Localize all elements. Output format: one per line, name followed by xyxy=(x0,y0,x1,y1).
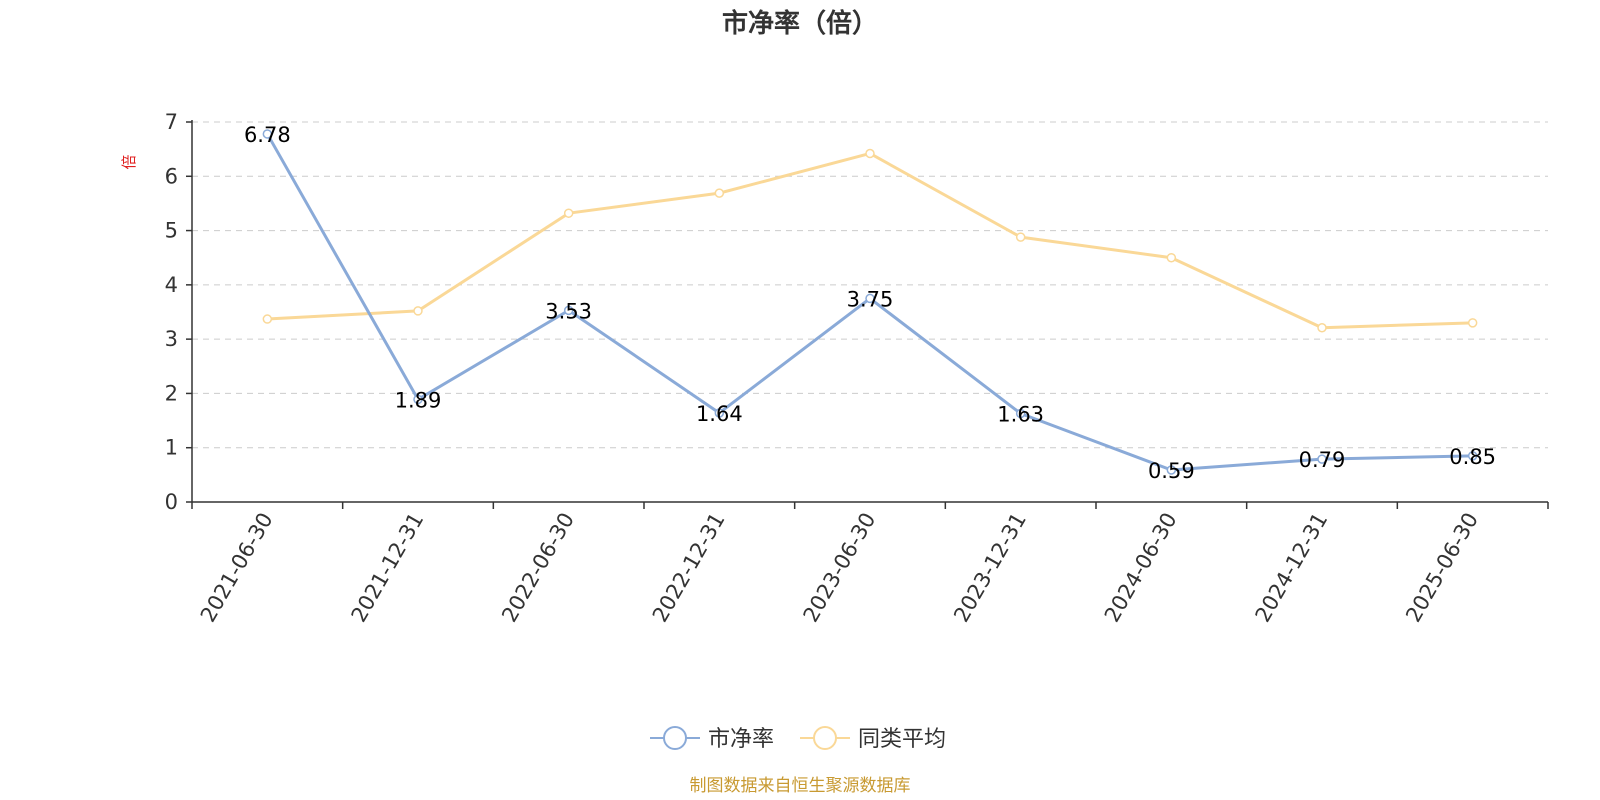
data-point xyxy=(413,306,423,316)
data-point xyxy=(714,408,725,418)
y-tick-label: 6 xyxy=(165,164,178,188)
axes: 0 1 2 3 4 5 6 7 2021-06-30 2021-12-31 2022-06-30 20… xyxy=(165,110,1549,627)
x-tick-label: 2024-06-30 xyxy=(1100,509,1182,627)
x-tick-label: 2021-12-31 xyxy=(347,509,429,627)
data-labels: 6.78 1.89 3.53 1.64 3.75 1.63 0.59 0.79 0.85 xyxy=(244,123,1496,483)
gridlines xyxy=(192,121,1548,449)
data-label: 3.75 xyxy=(847,287,894,311)
data-point xyxy=(1467,318,1478,328)
data-point xyxy=(865,293,875,304)
y-tick-label: 2 xyxy=(165,381,178,405)
data-point xyxy=(1015,232,1026,242)
data-label: 0.59 xyxy=(1148,459,1195,483)
legend-label[interactable]: 市净率 xyxy=(708,727,774,752)
legend-label[interactable]: 同类平均 xyxy=(858,727,946,752)
source-note: 制图数据来自恒生聚源数据库 xyxy=(690,776,911,796)
data-label: 0.79 xyxy=(1299,448,1346,472)
x-tick-label: 2024-12-31 xyxy=(1251,509,1333,627)
data-point xyxy=(714,188,725,198)
data-point xyxy=(1317,454,1327,464)
data-point xyxy=(413,394,423,405)
data-label: 6.78 xyxy=(244,123,291,147)
legend-swatch-marker xyxy=(663,726,687,750)
y-axis-unit-label: 倍 xyxy=(120,154,138,169)
x-tick-label: 2022-06-30 xyxy=(497,509,579,627)
x-tick-label: 2021-06-30 xyxy=(196,509,278,627)
data-point xyxy=(1015,408,1026,419)
data-label: 1.63 xyxy=(997,403,1044,427)
data-point xyxy=(1467,451,1478,461)
y-tick-label: 7 xyxy=(165,110,178,134)
data-point xyxy=(563,208,574,218)
data-point xyxy=(865,148,875,159)
data-point xyxy=(1166,465,1177,475)
x-tick-label: 2022-12-31 xyxy=(648,509,730,627)
legend-swatch-marker xyxy=(813,726,837,750)
x-tick-label: 2025-06-30 xyxy=(1401,509,1483,627)
y-tick-label: 4 xyxy=(165,273,178,297)
x-tick-label: 2023-12-31 xyxy=(949,509,1031,627)
data-point xyxy=(262,129,273,139)
chart-title: 市净率（倍） xyxy=(722,8,878,39)
data-point xyxy=(563,305,574,316)
data-point xyxy=(1317,322,1327,333)
data-label: 0.85 xyxy=(1449,445,1496,469)
data-label: 1.64 xyxy=(696,402,743,426)
y-tick-label: 5 xyxy=(165,219,178,243)
y-tick-label: 3 xyxy=(165,327,178,351)
data-point xyxy=(1166,252,1177,263)
legend: 市净率 同类平均 xyxy=(650,726,946,752)
data-point xyxy=(262,314,273,324)
y-tick-label: 1 xyxy=(165,436,178,460)
x-tick-label: 2023-06-30 xyxy=(799,509,881,627)
data-label: 3.53 xyxy=(545,299,592,323)
y-tick-label: 0 xyxy=(165,490,178,514)
series-lines xyxy=(262,129,1478,475)
data-label: 1.89 xyxy=(395,388,442,412)
